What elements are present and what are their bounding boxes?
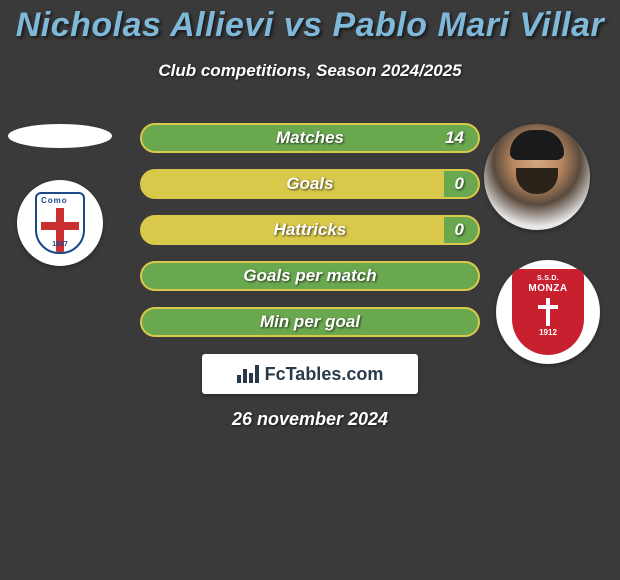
left-club-year: 1907 bbox=[52, 241, 68, 248]
right-club-band: S.S.D. bbox=[537, 275, 559, 282]
stat-bar-value: 14 bbox=[445, 125, 464, 151]
right-club-year: 1912 bbox=[539, 328, 557, 337]
subtitle: Club competitions, Season 2024/2025 bbox=[0, 61, 620, 81]
stat-bar-label: Matches bbox=[142, 125, 478, 151]
branding-badge: FcTables.com bbox=[202, 354, 418, 394]
stat-bar-label: Goals bbox=[142, 171, 478, 197]
stat-bar: Matches14 bbox=[140, 123, 480, 153]
stat-bar-value: 0 bbox=[455, 171, 464, 197]
stat-bar-label: Min per goal bbox=[142, 309, 478, 335]
stat-bar-label: Hattricks bbox=[142, 217, 478, 243]
left-player-avatar bbox=[8, 124, 112, 148]
date-label: 26 november 2024 bbox=[0, 409, 620, 430]
stat-bar: Goals0 bbox=[140, 169, 480, 199]
stat-bar-label: Goals per match bbox=[142, 263, 478, 289]
left-club-name: Como bbox=[41, 196, 68, 205]
right-club-badge: S.S.D. MONZA 1912 bbox=[496, 260, 600, 364]
branding-text: FcTables.com bbox=[265, 364, 384, 385]
right-club-name: MONZA bbox=[528, 283, 567, 294]
left-club-badge: Como 1907 bbox=[17, 180, 103, 266]
page-title: Nicholas Allievi vs Pablo Mari Villar bbox=[0, 0, 620, 45]
stat-bar: Hattricks0 bbox=[140, 215, 480, 245]
stat-bars: Matches14Goals0Hattricks0Goals per match… bbox=[140, 123, 480, 353]
monza-crest-icon: S.S.D. MONZA 1912 bbox=[512, 269, 584, 355]
right-player-avatar bbox=[484, 124, 590, 230]
stat-bar: Min per goal bbox=[140, 307, 480, 337]
stat-bar: Goals per match bbox=[140, 261, 480, 291]
stat-bar-value: 0 bbox=[455, 217, 464, 243]
bar-chart-icon bbox=[237, 365, 259, 383]
como-crest-icon: Como 1907 bbox=[35, 192, 85, 254]
